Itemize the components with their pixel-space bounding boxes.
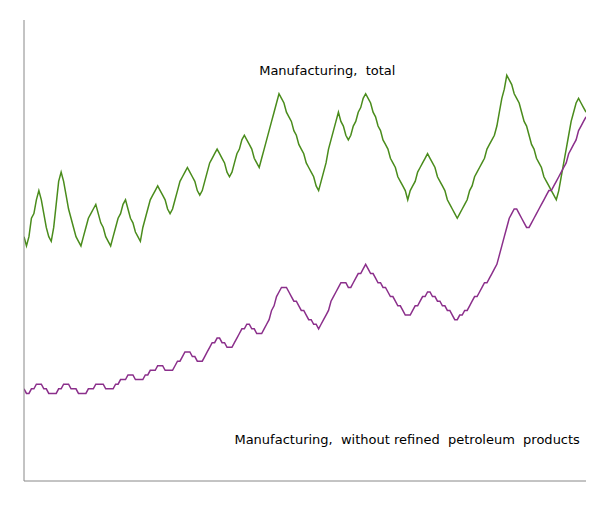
svg-text:Manufacturing, total: Manufacturing, total bbox=[259, 63, 395, 78]
svg-text:Manufacturing, without refine: Manufacturing, without refined petroleum… bbox=[234, 432, 580, 447]
